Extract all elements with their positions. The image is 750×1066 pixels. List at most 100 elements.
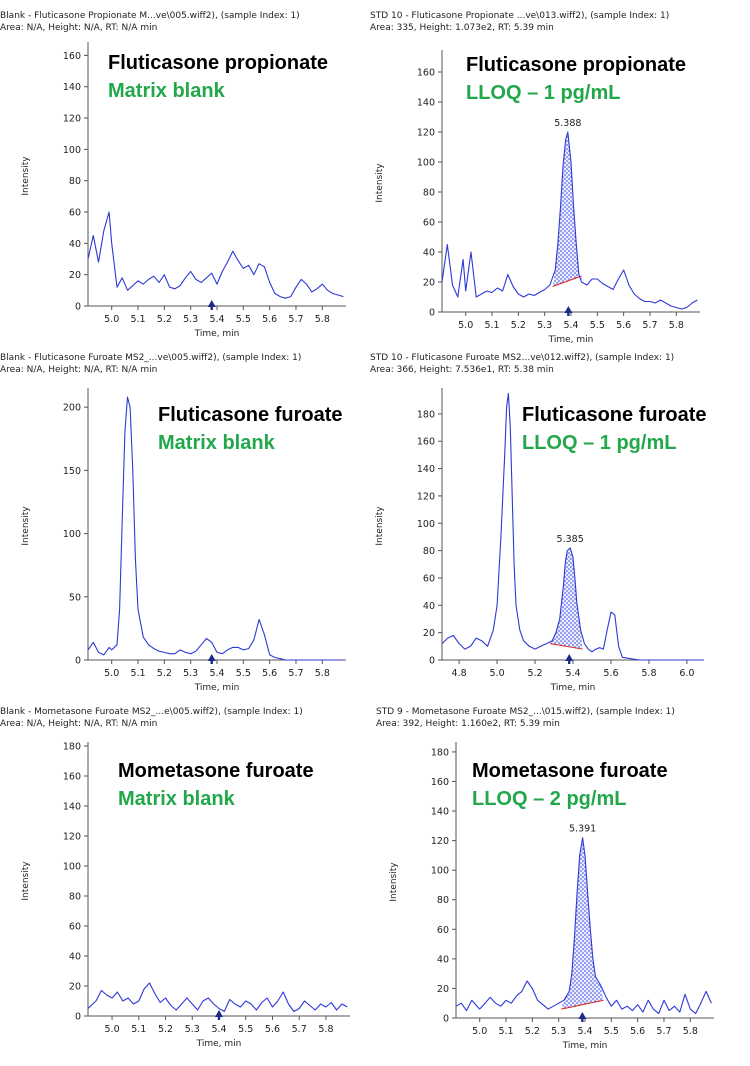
- y-tick-label: 200: [63, 403, 81, 414]
- x-tick-label: 5.1: [484, 320, 499, 331]
- y-tick-label: 60: [423, 218, 435, 229]
- y-tick-label: 60: [437, 925, 449, 936]
- chart-header: Blank - Fluticasone Propionate M...ve\00…: [0, 10, 300, 34]
- x-tick-label: 5.2: [527, 668, 542, 679]
- header-stats-line: Area: 335, Height: 1.073e2, RT: 5.39 min: [370, 23, 554, 33]
- y-axis-label: Intensity: [375, 506, 385, 546]
- x-tick-label: 5.4: [211, 1024, 226, 1035]
- x-tick-label: 5.8: [641, 668, 656, 679]
- y-axis-label: Intensity: [21, 156, 31, 196]
- y-axis-label: Intensity: [21, 506, 31, 546]
- y-tick-label: 0: [429, 656, 435, 667]
- chart-header: STD 9 - Mometasone Furoate MS2_...\015.w…: [376, 706, 675, 730]
- y-tick-label: 80: [437, 895, 449, 906]
- peak-area: [552, 132, 582, 287]
- chart-header: STD 10 - Fluticasone Propionate ...ve\01…: [370, 10, 669, 34]
- chromatogram-plot: Intensity 0 20 40 60 80 100 120 140 160 180 5.0 5.1 5…: [389, 742, 714, 1051]
- y-axis-label: Intensity: [389, 862, 399, 902]
- y-tick-label: 140: [417, 464, 435, 475]
- header-stats-line: Area: 392, Height: 1.160e2, RT: 5.39 min: [376, 719, 560, 729]
- x-tick-label: 5.8: [683, 1026, 698, 1037]
- rt-marker-arrow-icon: [578, 1012, 587, 1022]
- x-tick-label: 5.5: [590, 320, 605, 331]
- x-tick-label: 5.1: [498, 1026, 513, 1037]
- rt-marker-arrow-icon: [564, 306, 573, 316]
- x-tick-label: 5.2: [525, 1026, 540, 1037]
- y-tick-label: 100: [431, 866, 449, 877]
- y-tick-label: 0: [75, 656, 81, 667]
- peak-baseline: [552, 275, 582, 287]
- x-tick-label: 5.3: [551, 1026, 566, 1037]
- x-tick-label: 5.0: [104, 314, 119, 325]
- y-tick-label: 100: [417, 158, 435, 169]
- peak-rt-label: 5.385: [557, 534, 584, 545]
- x-tick-label: 5.3: [537, 320, 552, 331]
- x-tick-label: 5.8: [315, 314, 330, 325]
- y-tick-label: 180: [417, 409, 435, 420]
- chromatogram-plot: Intensity 0 50 100 150 200 5.0 5.1 5.2 5.3 5.4 5.5 5…: [21, 388, 346, 693]
- chart-panel-mf-blank: Blank - Mometasone Furoate MS2_...e\005.…: [0, 706, 360, 1066]
- compound-name: Mometasone furoate: [472, 760, 668, 782]
- header-sample-line: Blank - Fluticasone Furoate MS2_...ve\00…: [0, 353, 302, 363]
- y-tick-label: 40: [423, 601, 435, 612]
- compound-name: Fluticasone propionate: [108, 52, 329, 74]
- rt-marker-arrow-icon: [215, 1010, 223, 1020]
- rt-marker-arrow-icon: [565, 654, 574, 664]
- condition-label: LLOQ – 1 pg/mL: [466, 82, 621, 104]
- x-axis-label: Time, min: [550, 683, 596, 693]
- y-tick-label: 100: [63, 529, 81, 540]
- y-tick-label: 120: [63, 832, 81, 843]
- y-tick-label: 120: [63, 114, 81, 125]
- x-axis-label: Time, min: [548, 335, 594, 345]
- y-tick-label: 80: [69, 892, 81, 903]
- header-stats-line: Area: N/A, Height: N/A, RT: N/A min: [0, 365, 158, 375]
- y-tick-label: 0: [75, 1012, 81, 1023]
- y-tick-label: 100: [63, 862, 81, 873]
- peak-baseline: [550, 643, 583, 650]
- y-tick-label: 60: [69, 922, 81, 933]
- x-tick-label: 5.5: [238, 1024, 253, 1035]
- x-tick-label: 5.0: [490, 668, 505, 679]
- x-tick-label: 5.4: [209, 314, 224, 325]
- chart-panel-fp-lloq: STD 10 - Fluticasone Propionate ...ve\01…: [370, 0, 740, 350]
- x-tick-label: 5.2: [511, 320, 526, 331]
- y-tick-label: 120: [431, 836, 449, 847]
- header-sample-line: STD 10 - Fluticasone Propionate ...ve\01…: [370, 11, 670, 21]
- y-tick-label: 40: [437, 954, 449, 965]
- chart-panel-ff-blank: Blank - Fluticasone Furoate MS2_...ve\00…: [0, 352, 360, 702]
- x-tick-label: 6.0: [679, 668, 694, 679]
- y-tick-label: 180: [431, 747, 449, 758]
- y-tick-label: 40: [423, 248, 435, 259]
- y-tick-label: 150: [63, 466, 81, 477]
- x-tick-label: 5.5: [604, 1026, 619, 1037]
- y-tick-label: 20: [423, 278, 435, 289]
- x-tick-label: 5.6: [616, 320, 631, 331]
- x-tick-label: 5.3: [183, 668, 198, 679]
- x-tick-label: 5.1: [130, 314, 145, 325]
- y-tick-label: 80: [69, 176, 81, 187]
- chromatogram-trace: [441, 131, 698, 310]
- y-tick-label: 180: [63, 742, 81, 753]
- x-tick-label: 5.4: [577, 1026, 592, 1037]
- x-axis-label: Time, min: [194, 683, 240, 693]
- header-stats-line: Area: N/A, Height: N/A, RT: N/A min: [0, 719, 158, 729]
- header-sample-line: STD 9 - Mometasone Furoate MS2_...\015.w…: [376, 707, 675, 717]
- chart-header: Blank - Mometasone Furoate MS2_...e\005.…: [0, 706, 303, 730]
- y-tick-label: 0: [429, 308, 435, 319]
- compound-name: Mometasone furoate: [118, 760, 314, 782]
- y-tick-label: 20: [423, 628, 435, 639]
- compound-name: Fluticasone propionate: [466, 54, 687, 76]
- y-tick-label: 80: [423, 546, 435, 557]
- x-tick-label: 5.3: [185, 1024, 200, 1035]
- y-tick-label: 160: [431, 777, 449, 788]
- chart-header: STD 10 - Fluticasone Furoate MS2...ve\01…: [370, 352, 674, 376]
- x-tick-label: 5.6: [262, 314, 277, 325]
- y-tick-label: 160: [63, 772, 81, 783]
- y-tick-label: 20: [69, 982, 81, 993]
- x-tick-label: 5.7: [288, 668, 303, 679]
- x-tick-label: 5.4: [565, 668, 580, 679]
- chart-panel-mf-lloq: STD 9 - Mometasone Furoate MS2_...\015.w…: [376, 706, 740, 1066]
- x-tick-label: 5.2: [157, 314, 172, 325]
- chromatogram-plot: Intensity 0 20 40 60 80 100 120 140 160 5.0 5.1 5.2 5…: [21, 42, 346, 339]
- y-tick-label: 160: [63, 51, 81, 62]
